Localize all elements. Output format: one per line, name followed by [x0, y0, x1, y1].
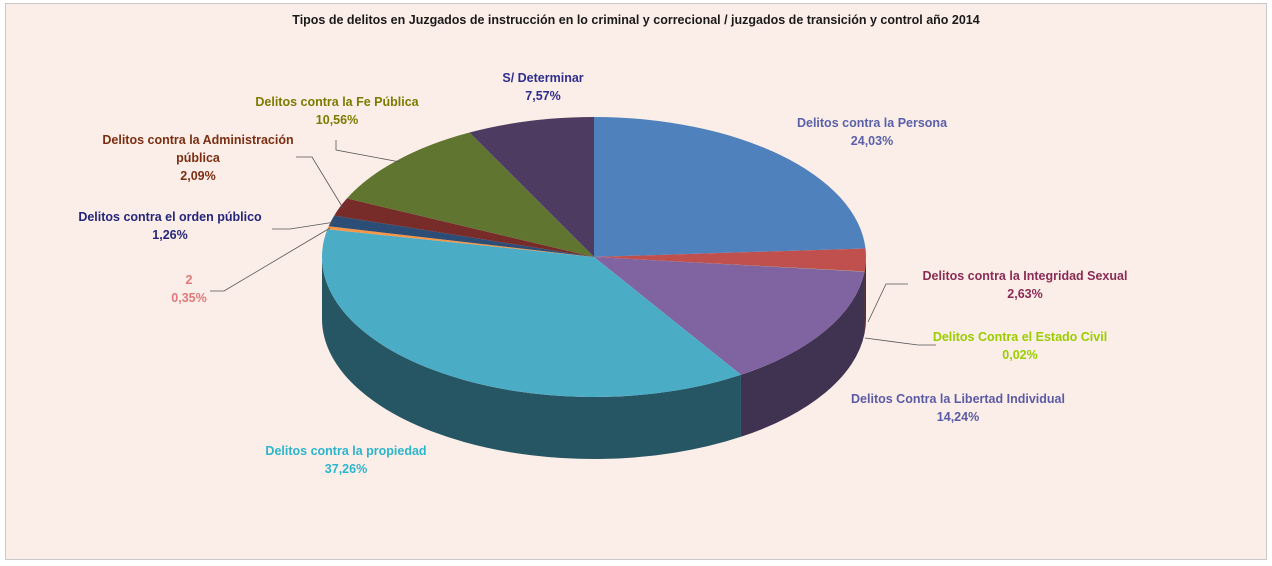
slice-side-1 [864, 257, 866, 334]
slice-value-4: 37,26% [325, 462, 367, 476]
leader-line-8 [335, 140, 401, 163]
slice-9 [469, 117, 594, 257]
pie-sides [322, 257, 866, 459]
leader-line-5 [210, 227, 331, 292]
slice-label-3: Delitos Contra la Libertad Individual [851, 392, 1065, 406]
slice-label-8: Delitos contra la Fe Pública [255, 95, 419, 109]
slice-1 [594, 248, 866, 272]
slice-3 [594, 257, 865, 375]
slice-value-3: 14,24% [937, 410, 979, 424]
slice-labels: Delitos contra la Persona 24,03% Delitos c… [78, 71, 1127, 476]
slice-label-7-line2: pública [176, 151, 221, 165]
slice-value-6: 1,26% [152, 228, 187, 242]
slice-side-4 [322, 257, 741, 459]
leader-line-7 [296, 156, 344, 209]
slice-value-7: 2,09% [180, 169, 215, 183]
slice-label-2: Delitos Contra el Estado Civil [933, 330, 1107, 344]
pie-tops [321, 117, 866, 398]
leader-line-1 [867, 283, 908, 323]
chart-title: Tipos de delitos en Juzgados de instrucc… [292, 13, 979, 27]
slice-8 [346, 132, 594, 257]
leader-lines [210, 140, 936, 346]
slice-label-0: Delitos contra la Persona [797, 116, 948, 130]
leader-line-6 [272, 221, 336, 230]
slice-0 [594, 117, 866, 257]
leader-line-2 [864, 337, 936, 346]
slice-label-4: Delitos contra la propiedad [265, 444, 426, 458]
slice-label-9: S/ Determinar [502, 71, 583, 85]
slice-2 [594, 257, 865, 272]
slice-label-1: Delitos contra la Integridad Sexual [923, 269, 1128, 283]
slice-value-9: 7,57% [525, 89, 560, 103]
slice-side-3 [740, 271, 865, 437]
slice-label-5: 2 [186, 273, 193, 287]
slice-value-2: 0,02% [1002, 348, 1037, 362]
slice-6 [328, 215, 594, 257]
slice-5 [327, 226, 594, 257]
slice-value-5: 0,35% [171, 291, 206, 305]
slice-7 [334, 198, 594, 257]
slice-value-8: 10,56% [316, 113, 358, 127]
slice-value-1: 2,63% [1007, 287, 1042, 301]
slice-label-6: Delitos contra el orden público [78, 210, 262, 224]
slice-value-0: 24,03% [851, 134, 893, 148]
slice-4 [321, 229, 741, 398]
slice-label-7: Delitos contra la Administración [102, 133, 293, 147]
